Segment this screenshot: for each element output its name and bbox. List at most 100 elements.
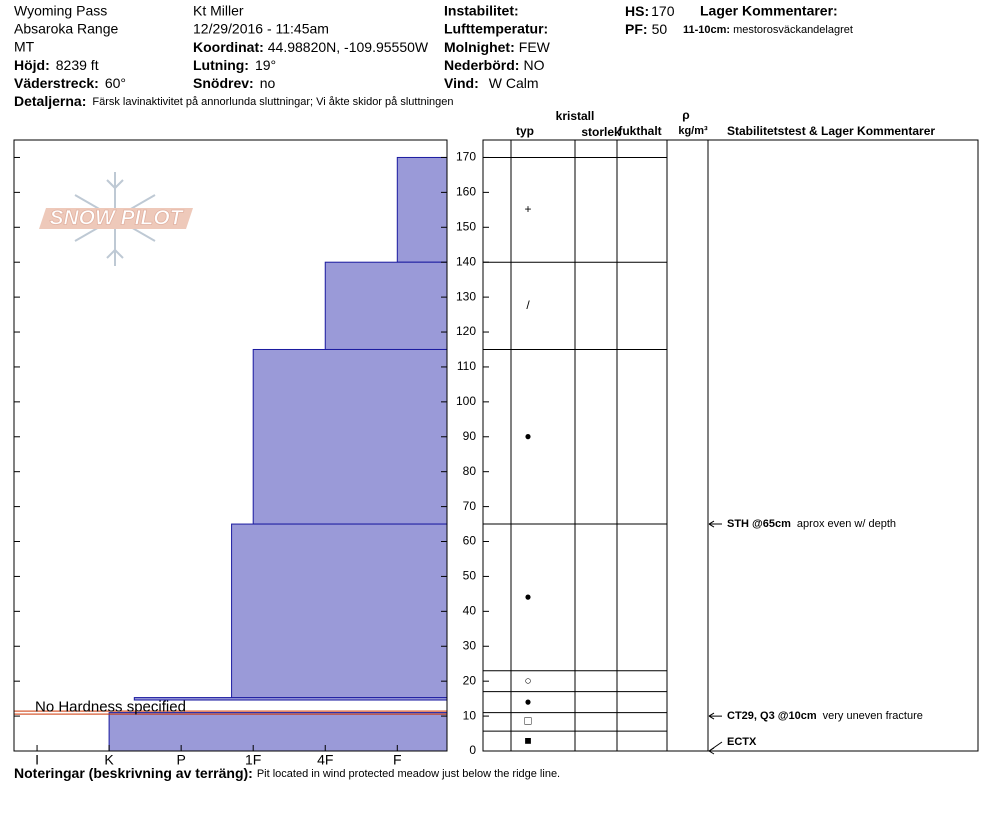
label: Detaljerna:	[14, 93, 86, 109]
grain-symbol: +	[524, 202, 531, 216]
instability: Instabilitet:	[444, 3, 519, 19]
y-tick-label: 10	[463, 708, 477, 722]
value: 19°	[255, 57, 276, 73]
label: PF:	[625, 21, 648, 37]
y-tick-label: 130	[456, 289, 476, 303]
site: Wyoming Pass	[14, 3, 107, 19]
hardness-frame	[13, 139, 448, 752]
y-tick-label: 170	[456, 150, 476, 164]
label: Nederbörd:	[444, 57, 519, 73]
y-tick-label: 90	[463, 429, 477, 443]
header: Wyoming Pass Absaroka Range MT Höjd: 8239…	[14, 3, 853, 109]
y-tick-label: 0	[469, 743, 476, 757]
grain-symbol: ●	[524, 429, 531, 443]
y-tick-label: 110	[457, 359, 476, 373]
y-tick-label: 40	[463, 604, 477, 618]
y-tick-label: 50	[463, 569, 477, 583]
state: MT	[14, 39, 35, 55]
value: NO	[523, 57, 544, 73]
value: 60°	[105, 75, 126, 91]
grain-symbol: ●	[524, 590, 531, 604]
x-tick-label: K	[104, 752, 114, 768]
coordinates: Koordinat: 44.98820N, -109.95550W	[193, 39, 429, 55]
y-tick-label: 120	[456, 324, 476, 338]
hardness-bar	[396, 156, 448, 263]
pf: PF: 50	[625, 21, 667, 37]
grain-symbol: ●	[524, 694, 531, 708]
y-tick-label: 80	[463, 464, 477, 478]
header-size: storlek	[581, 125, 621, 139]
datetime: 12/29/2016 - 11:45am	[193, 21, 329, 37]
y-tick-label: 150	[456, 219, 476, 233]
column-headers: typ kristall storlek fukthalt ρ kg/m³ St…	[516, 108, 935, 139]
y-tick-label: 60	[463, 534, 477, 548]
range: Absaroka Range	[14, 21, 119, 37]
grain-symbol: □	[524, 713, 531, 727]
profile-frame	[482, 139, 979, 752]
test-label: STH @65cm	[727, 518, 791, 530]
value: W Calm	[489, 75, 539, 91]
y-tick-label: 160	[456, 185, 476, 199]
x-tick-label: P	[176, 752, 185, 768]
wind-loading: Snödrev: no	[193, 75, 275, 91]
label: Noteringar (beskrivning av terräng):	[14, 765, 253, 781]
label: HS:	[625, 3, 649, 19]
annotation-text: No Hardness specified	[35, 699, 186, 716]
header-type: typ	[516, 124, 534, 138]
test-arrow	[708, 712, 722, 720]
aspect: Väderstreck: 60°	[14, 75, 126, 91]
precip: Nederbörd: NO	[444, 57, 545, 73]
label: Koordinat:	[193, 39, 264, 55]
label: Väderstreck:	[14, 75, 99, 91]
hs: HS: 170	[625, 3, 675, 19]
notes: Noteringar (beskrivning av terräng): Pit …	[14, 765, 560, 781]
value: no	[260, 75, 276, 91]
hardness-bar	[324, 261, 448, 350]
value: 8239 ft	[56, 57, 99, 73]
test: CT29, Q3 @10cm very uneven fracture	[727, 710, 923, 722]
value: FEW	[519, 39, 551, 55]
test-label: CT29, Q3 @10cm	[727, 710, 817, 722]
x-tick-label: F	[393, 752, 402, 768]
header-moisture: fukthalt	[618, 124, 661, 138]
header-density-unit: kg/m³	[678, 125, 708, 137]
test-comment: very uneven fracture	[823, 710, 923, 722]
x-tick-label: 1F	[245, 752, 261, 768]
label: 11-10cm:	[683, 24, 730, 36]
logo-text: SNOW PILOT	[50, 207, 185, 230]
x-tick-label: 4F	[317, 752, 333, 768]
value: mestorosväckandelagret	[733, 24, 853, 36]
test: ECTX	[727, 736, 757, 748]
y-tick-label: 70	[463, 499, 477, 513]
logo: SNOW PILOT	[39, 172, 193, 266]
value: Färsk lavinaktivitet på annorlunda slutt…	[92, 96, 453, 108]
y-tick-label: 20	[463, 673, 477, 687]
header-rho: ρ	[682, 108, 689, 122]
value: 170	[651, 3, 675, 19]
test-arrow	[708, 741, 723, 755]
label: Molnighet:	[444, 39, 515, 55]
x-tick-label: I	[35, 752, 39, 768]
sky: Molnighet: FEW	[444, 39, 551, 55]
label: Snödrev:	[193, 75, 254, 91]
test-comment: aprox even w/ depth	[797, 518, 896, 530]
label: Lutning:	[193, 57, 249, 73]
grain-symbol: ○	[524, 673, 531, 687]
hardness-bar	[252, 348, 448, 525]
test: STH @65cm aprox even w/ depth	[727, 518, 896, 530]
layer-comments-title: Lager Kommentarer:	[700, 3, 838, 19]
value: Pit located in wind protected meadow jus…	[257, 768, 560, 780]
elevation: Höjd: 8239 ft	[14, 57, 99, 73]
details: Detaljerna: Färsk lavinaktivitet på annor…	[14, 93, 454, 109]
y-tick-label: 30	[463, 638, 477, 652]
air-temp: Lufttemperatur:	[444, 21, 548, 37]
layer-comment: 11-10cm: mestorosväckandelagret	[683, 24, 853, 36]
grain-symbol: /	[526, 298, 530, 312]
y-tick-label: 100	[456, 394, 476, 408]
label: Höjd:	[14, 57, 50, 73]
slope: Lutning: 19°	[193, 57, 276, 73]
wind: Vind: W Calm	[444, 75, 539, 91]
value: 44.98820N, -109.95550W	[268, 39, 429, 55]
test-label: ECTX	[727, 736, 757, 748]
